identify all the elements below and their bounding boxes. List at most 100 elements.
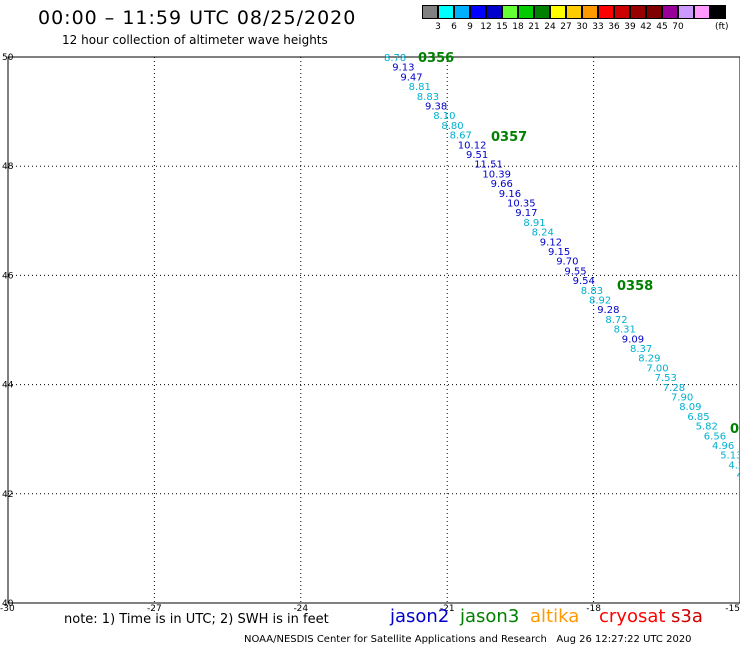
wave-height-value: 8.81 — [409, 82, 431, 93]
wave-height-value: 4. — [737, 470, 740, 481]
color-swatch — [710, 5, 726, 19]
longitude-label: -30 — [0, 604, 15, 614]
wave-height-value: 8.80 — [441, 121, 463, 132]
wave-height-value: 9.54 — [573, 276, 595, 287]
color-swatch — [694, 5, 710, 19]
latitude-label: 46 — [2, 271, 14, 281]
wave-height-value: 8.83 — [581, 286, 603, 297]
wave-height-value: 5.82 — [696, 422, 718, 433]
wave-height-value: 11.51 — [474, 160, 503, 171]
color-swatch — [486, 5, 502, 19]
wave-height-value: 8.37 — [630, 344, 652, 355]
pass-time-label: 0356 — [418, 51, 454, 66]
wave-height-value: 9.51 — [466, 150, 488, 161]
color-swatch — [582, 5, 598, 19]
satellite-legend-cryosat: cryosat — [599, 606, 666, 627]
longitude-label: -27 — [147, 604, 162, 614]
color-scale-unit: (ft) — [715, 22, 729, 32]
color-swatch — [646, 5, 662, 19]
color-scale-label: 15 — [496, 22, 508, 32]
color-scale-label: 3 — [435, 22, 441, 32]
wave-height-value: 8.24 — [532, 228, 554, 239]
longitude-label: -18 — [586, 604, 601, 614]
wave-height-value: 9.17 — [515, 208, 537, 219]
longitude-label: -15 — [725, 604, 740, 614]
wave-height-value: 9.38 — [425, 102, 447, 113]
color-scale-label: 21 — [528, 22, 540, 32]
wave-height-value: 8.10 — [433, 111, 455, 122]
wave-height-value: 7.53 — [655, 373, 677, 384]
color-scale-label: 24 — [544, 22, 556, 32]
color-swatch — [630, 5, 646, 19]
wave-height-value: 9.55 — [564, 266, 586, 277]
wave-height-value: 4.2 — [728, 460, 740, 471]
color-scale-label: 6 — [451, 22, 457, 32]
wave-height-value: 8.09 — [679, 402, 701, 413]
color-scale-label: 27 — [560, 22, 572, 32]
latitude-label: 42 — [2, 490, 13, 500]
wave-height-value: 9.09 — [622, 334, 644, 345]
wave-height-value: 7.90 — [671, 393, 693, 404]
wave-height-value: 9.47 — [400, 72, 422, 83]
map-frame — [7, 56, 740, 604]
wave-height-value: 6.56 — [704, 431, 726, 442]
satellite-legend-jason3: jason3 — [460, 606, 520, 627]
wave-height-value: 8.78 — [384, 53, 406, 64]
footer-credit: NOAA/NESDIS Center for Satellite Applica… — [244, 634, 692, 645]
wave-height-value: 8.31 — [614, 325, 636, 336]
latitude-label: 40 — [2, 599, 14, 609]
wave-height-value: 9.66 — [491, 179, 513, 190]
wave-height-value: 8.29 — [638, 354, 660, 365]
color-scale-label: 9 — [467, 22, 473, 32]
note-text: note: 1) Time is in UTC; 2) SWH is in fe… — [64, 612, 329, 627]
color-scale-label: 45 — [656, 22, 668, 32]
wave-height-value: 9.15 — [548, 247, 570, 258]
longitude-label: -21 — [440, 604, 455, 614]
color-swatch — [614, 5, 630, 19]
wave-height-value: 9.13 — [392, 63, 414, 74]
wave-height-value: 7.28 — [663, 383, 685, 394]
wave-height-value: 8.83 — [417, 92, 439, 103]
wave-height-value: 4.96 — [712, 441, 734, 452]
pass-time-label: 0 — [730, 422, 739, 437]
color-scale-label: 39 — [624, 22, 636, 32]
color-scale-label: 18 — [512, 22, 524, 32]
wave-height-value: 8.72 — [605, 315, 627, 326]
color-swatch — [566, 5, 582, 19]
wave-height-value: 8.92 — [589, 296, 611, 307]
pass-time-label: 0358 — [617, 279, 653, 294]
color-swatch — [534, 5, 550, 19]
latitude-label: 50 — [2, 53, 14, 63]
color-scale-label: 12 — [480, 22, 492, 32]
color-scale-label: 36 — [608, 22, 620, 32]
color-scale-label: 70 — [672, 22, 684, 32]
color-swatch — [454, 5, 470, 19]
color-swatch — [550, 5, 566, 19]
satellite-legend-altika: altika — [530, 606, 580, 627]
wave-height-value: 7.00 — [646, 363, 668, 374]
latitude-label: 44 — [2, 381, 14, 391]
color-swatch — [422, 5, 438, 19]
pass-time-label: 0357 — [491, 130, 527, 145]
map-subtitle: 12 hour collection of altimeter wave hei… — [62, 33, 328, 47]
wave-height-value: 5.13 — [720, 451, 740, 462]
color-swatch — [662, 5, 678, 19]
color-swatch — [438, 5, 454, 19]
wave-height-value: 10.12 — [458, 140, 487, 151]
wave-height-value: 9.16 — [499, 189, 521, 200]
wave-height-value: 8.67 — [450, 131, 472, 142]
latitude-label: 48 — [2, 162, 14, 172]
wave-height-value: 10.39 — [482, 169, 511, 180]
map-title: 00:00 – 11:59 UTC 08/25/2020 — [38, 7, 357, 29]
wave-height-value: 9.12 — [540, 237, 562, 248]
satellite-legend-s3a: s3a — [671, 606, 703, 627]
wave-height-value: 10.35 — [507, 199, 536, 210]
wave-height-value: 6.85 — [687, 412, 709, 423]
wave-height-value: 9.28 — [597, 305, 619, 316]
longitude-label: -24 — [293, 604, 308, 614]
wave-height-value: 9.70 — [556, 257, 578, 268]
color-swatch — [678, 5, 694, 19]
color-swatch — [470, 5, 486, 19]
color-scale-label: 33 — [592, 22, 604, 32]
color-scale-label: 42 — [640, 22, 652, 32]
